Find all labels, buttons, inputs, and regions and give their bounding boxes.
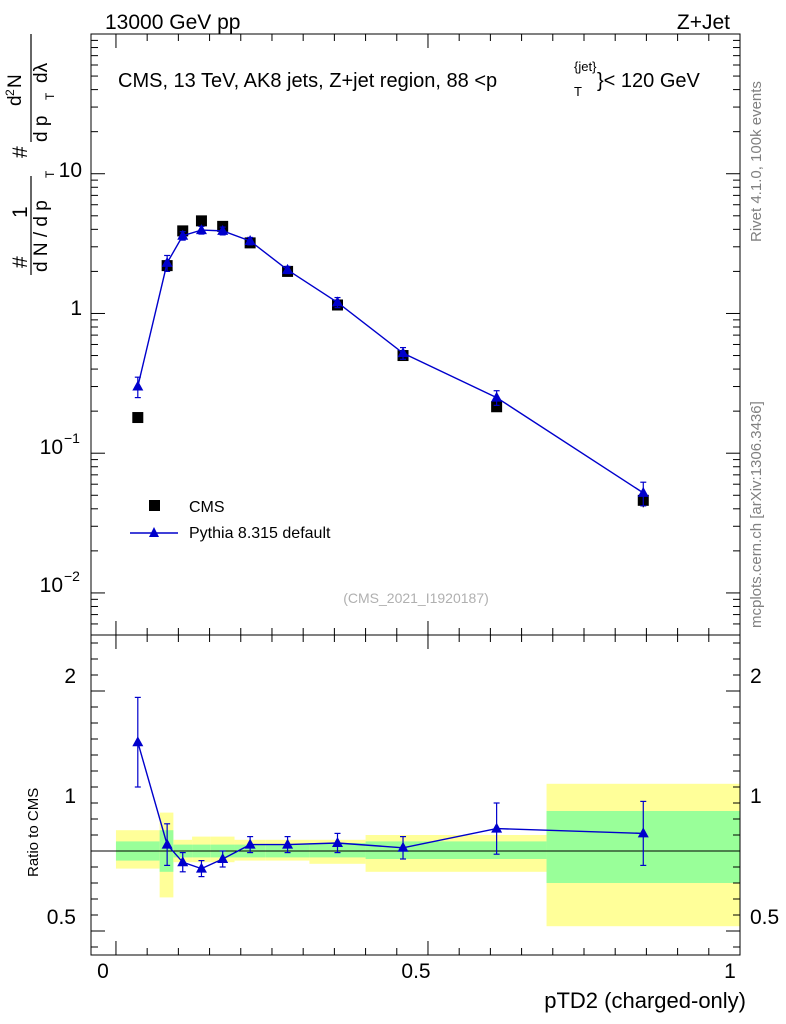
ylabel-d2N-exp: 2 [3, 89, 17, 96]
legend-data-marker [149, 500, 160, 511]
ylabel-numerator-1: 1 [9, 206, 32, 218]
ytick-label-10: 10 [59, 159, 82, 182]
ytick-label-0.1-exp: −1 [64, 430, 80, 446]
ytick-label-0.1-base: 10 [40, 436, 63, 459]
ratio-point [397, 841, 409, 852]
ylabel-denominator-2: d p [31, 116, 52, 142]
ylabel-d2N-N: N [5, 74, 26, 88]
ratio-ytick-label-1-left: 1 [64, 785, 76, 808]
ratio-band-inner [365, 841, 547, 859]
rivet-version-label: Rivet 4.1.0, 100k events [748, 81, 765, 242]
main-frame [90, 33, 741, 636]
legend: CMS Pythia 8.315 default [130, 499, 331, 542]
ratio-point [637, 827, 649, 838]
source-label: mcplots.cern.ch [arXiv:1306.3436] [748, 401, 765, 628]
ratio-ylabel: Ratio to CMS [25, 788, 42, 877]
cms-point [491, 401, 503, 413]
legend-data-label: CMS [189, 499, 225, 516]
pythia-point [491, 391, 503, 402]
cms-point [195, 215, 207, 227]
legend-mc-marker [149, 527, 159, 537]
pythia-point [397, 347, 409, 358]
ratio-ytick-label-2-left: 2 [64, 665, 76, 688]
main-ylabel: # 1 d N / d p T # d 2 N d p T dλ [3, 34, 57, 275]
header-left: 13000 GeV pp [105, 11, 240, 34]
ratio-frame [90, 634, 741, 956]
plot-title-tail: }< 120 GeV [597, 70, 701, 92]
plot-title-sup: {jet} [574, 59, 597, 74]
ylabel-hash-2: # [9, 146, 32, 158]
pythia-point [217, 224, 229, 235]
plot-title-sub: T [574, 84, 582, 99]
plot-title-main: CMS, 13 TeV, AK8 jets, Z+jet region, 88 … [118, 70, 497, 92]
ylabel-denominator-1-sub: T [43, 170, 57, 178]
xtick-label-0.5: 0.5 [401, 960, 430, 983]
xaxis-label: pTD2 (charged-only) [544, 988, 746, 1013]
ratio-point [161, 838, 173, 849]
main-axis-ticks [91, 33, 741, 636]
ratio-ytick-label-1-right: 1 [750, 785, 762, 808]
ratio-uncertainty-bands [115, 783, 740, 927]
xtick-label-1: 1 [724, 960, 736, 983]
ytick-label-0.01-exp: −2 [64, 568, 80, 584]
pythia-line [137, 229, 644, 494]
xtick-label-0: 0 [97, 960, 109, 983]
ytick-label-0.01-base: 10 [40, 574, 63, 597]
ylabel-hash-1: # [9, 256, 32, 268]
pythia-point [244, 235, 256, 246]
ylabel-denominator-1: d N / d p [31, 200, 52, 272]
main-data-marks [132, 215, 649, 508]
ratio-point [282, 838, 294, 849]
ratio-point [195, 862, 207, 873]
ratio-ytick-label-2-right: 2 [750, 665, 762, 688]
ylabel-denominator-2-sub: T [43, 92, 57, 100]
ratio-point [217, 853, 229, 863]
ratio-point [491, 822, 503, 833]
ylabel-denominator-2-lambda: dλ [31, 62, 52, 83]
pythia-point [161, 256, 173, 267]
pythia-point [195, 224, 207, 235]
cms-point [132, 412, 144, 424]
ratio-data-marks [132, 696, 649, 878]
plot-title: CMS, 13 TeV, AK8 jets, Z+jet region, 88 … [118, 59, 701, 99]
main-panel: 10 1 10 −1 10 −2 CMS, 13 TeV, AK8 jets, … [40, 33, 741, 636]
pythia-point [282, 263, 294, 274]
ytick-label-1: 1 [70, 297, 82, 320]
analysis-id: (CMS_2021_I1920187) [343, 590, 489, 606]
ylabel-d2N-d: d [5, 95, 26, 106]
ratio-axis-ticks [91, 635, 741, 955]
pythia-point [331, 296, 343, 307]
ratio-ytick-label-0.5-right: 0.5 [750, 906, 779, 929]
header-right: Z+Jet [677, 11, 730, 34]
pythia-point [132, 380, 144, 391]
ratio-ytick-label-0.5-left: 0.5 [47, 906, 76, 929]
ratio-point [244, 838, 256, 849]
ratio-panel: 2 1 0.5 2 1 0.5 0 0.5 1 pTD2 (charged-on… [25, 634, 779, 1013]
ratio-point [177, 856, 189, 867]
pythia-point [637, 486, 649, 497]
ratio-point [132, 736, 144, 747]
ratio-point [331, 837, 343, 847]
pythia-point [177, 229, 189, 240]
legend-mc-label: Pythia 8.315 default [189, 525, 331, 542]
